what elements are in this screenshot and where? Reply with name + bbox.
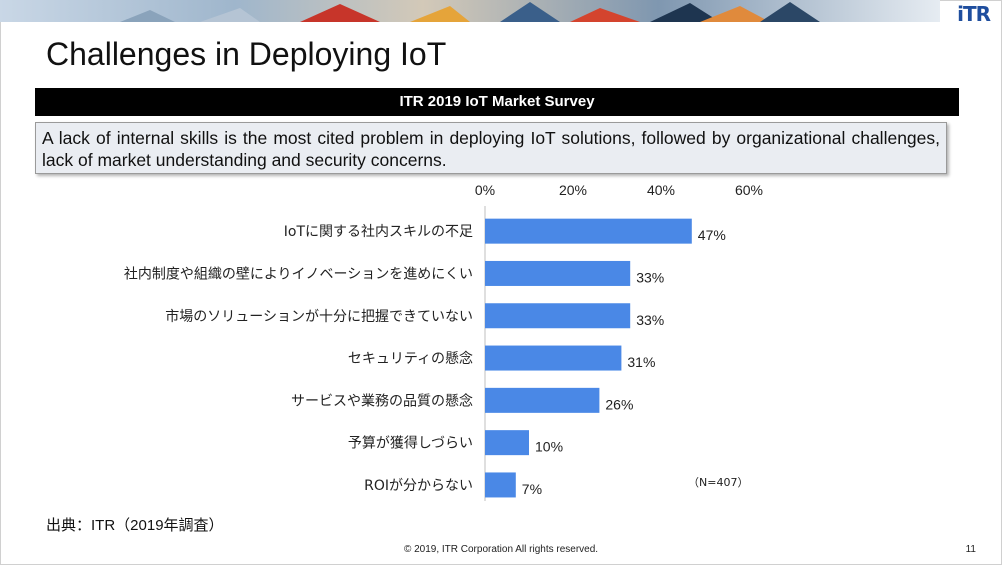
category-label: IoTに関する社内スキルの不足: [284, 224, 473, 240]
category-label: 社内制度や組織の壁によりイノベーションを進めにくい: [124, 266, 473, 282]
bar: [485, 345, 622, 371]
copyright-footer: © 2019, ITR Corporation All rights reser…: [403, 544, 599, 555]
value-label: 7%: [522, 481, 542, 497]
category-label: 予算が獲得しづらい: [348, 435, 473, 452]
value-label: 10%: [535, 439, 563, 455]
decorative-banner-image: [0, 0, 940, 22]
bar: [485, 260, 631, 286]
bar: [485, 218, 692, 244]
bar: [485, 430, 529, 456]
value-label: 33%: [636, 269, 664, 285]
bar: [485, 303, 631, 329]
bar: [485, 387, 600, 413]
x-tick-label: 60%: [735, 182, 763, 198]
summary-box: A lack of internal skills is the most ci…: [35, 122, 947, 174]
value-label: 31%: [627, 354, 655, 370]
value-label: 33%: [636, 312, 664, 328]
x-tick-label: 20%: [559, 182, 587, 198]
x-tick-label: 0%: [475, 182, 495, 198]
value-label: 26%: [605, 396, 633, 412]
category-label: セキュリティの懸念: [348, 350, 473, 367]
page-number: 11: [965, 544, 976, 555]
page-title: Challenges in Deploying IoT: [46, 36, 447, 72]
source-citation: 出典：ITR（2019年調査）: [46, 517, 224, 534]
category-label: サービスや業務の品質の懸念: [291, 392, 473, 409]
survey-title-bar: ITR 2019 IoT Market Survey: [35, 88, 959, 116]
x-tick-label: 40%: [647, 182, 675, 198]
bar-chart: 0% 20% 40% 60% IoTに関する社内スキルの不足 47% 社内制度や組織の壁によ…: [124, 182, 763, 501]
itr-logo: iTR: [957, 2, 991, 26]
category-label: 市場のソリューションが十分に把握できていない: [165, 308, 473, 325]
sample-size-note: （N=407）: [688, 476, 748, 489]
value-label: 47%: [698, 227, 726, 243]
bar: [485, 472, 516, 498]
category-label: ROIが分からない: [364, 478, 473, 494]
